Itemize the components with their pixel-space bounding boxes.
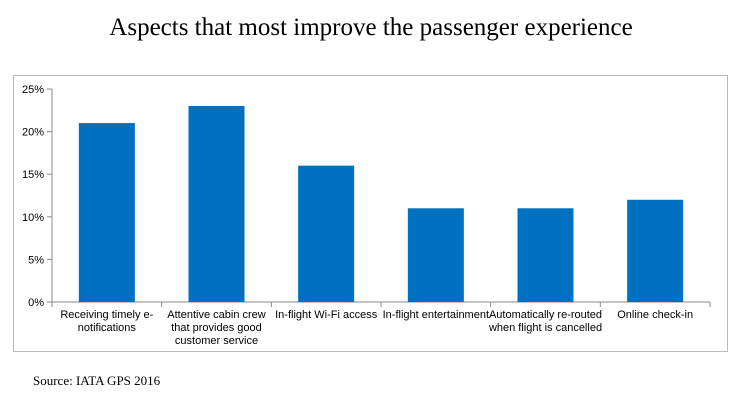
y-tick-label: 0% xyxy=(28,297,44,309)
chart-frame xyxy=(13,75,728,352)
y-tick-label: 20% xyxy=(22,127,44,139)
bar xyxy=(407,208,464,302)
source-note: Source: IATA GPS 2016 xyxy=(33,373,161,388)
x-tick-label: In-flight entertainment xyxy=(383,309,489,321)
x-tick-label: Automatically re-routed when flight is ca… xyxy=(488,309,602,334)
bar xyxy=(517,208,574,302)
y-tick-label: 15% xyxy=(22,169,44,181)
bar xyxy=(188,106,245,302)
y-tick-label: 5% xyxy=(28,254,44,266)
chart-title: Aspects that most improve the passenger … xyxy=(109,14,633,41)
y-tick-label: 10% xyxy=(22,212,44,224)
x-tick-label: In-flight Wi-Fi access xyxy=(275,309,378,321)
bar xyxy=(78,123,135,302)
bar xyxy=(298,165,355,302)
bar xyxy=(627,199,684,302)
y-tick-label: 25% xyxy=(22,84,44,96)
x-tick-label: Online check-in xyxy=(617,309,693,321)
x-tick-label: Receiving timely e-notifications xyxy=(60,309,153,334)
x-tick-label: Attentive cabin crew that provides good cu… xyxy=(167,309,265,347)
